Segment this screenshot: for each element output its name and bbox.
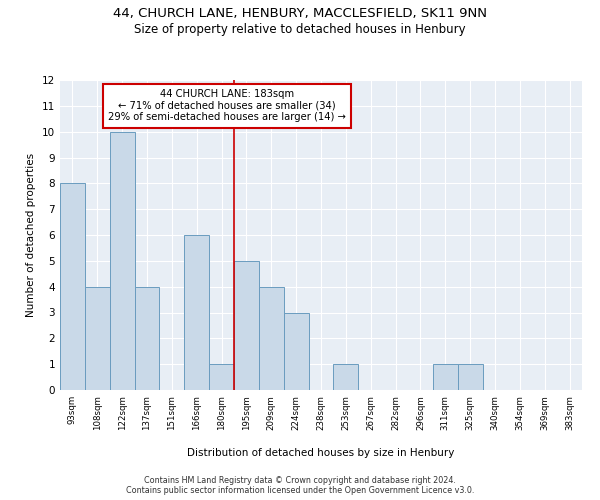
Bar — [85, 286, 110, 390]
Bar — [234, 261, 259, 390]
Y-axis label: Number of detached properties: Number of detached properties — [26, 153, 37, 317]
Text: Contains HM Land Registry data © Crown copyright and database right 2024.
Contai: Contains HM Land Registry data © Crown c… — [126, 476, 474, 495]
Text: 44, CHURCH LANE, HENBURY, MACCLESFIELD, SK11 9NN: 44, CHURCH LANE, HENBURY, MACCLESFIELD, … — [113, 8, 487, 20]
Text: Size of property relative to detached houses in Henbury: Size of property relative to detached ho… — [134, 22, 466, 36]
Bar — [259, 286, 284, 390]
Bar — [60, 184, 85, 390]
Text: Distribution of detached houses by size in Henbury: Distribution of detached houses by size … — [187, 448, 455, 458]
Bar — [284, 312, 308, 390]
Bar — [458, 364, 482, 390]
Bar — [433, 364, 458, 390]
Text: 44 CHURCH LANE: 183sqm
← 71% of detached houses are smaller (34)
29% of semi-det: 44 CHURCH LANE: 183sqm ← 71% of detached… — [108, 90, 346, 122]
Bar — [110, 132, 134, 390]
Bar — [209, 364, 234, 390]
Bar — [134, 286, 160, 390]
Bar — [334, 364, 358, 390]
Bar — [184, 235, 209, 390]
